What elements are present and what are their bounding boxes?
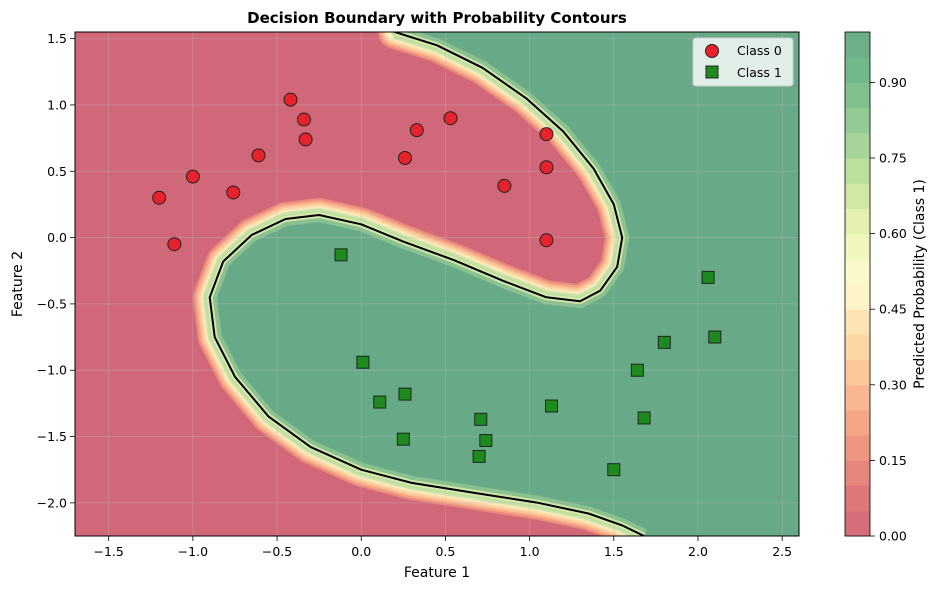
y-tick-label-0: −2.0 (37, 495, 67, 510)
y-tick-label-4: 0.0 (47, 230, 67, 245)
point-class-1-4 (396, 432, 410, 446)
point-class-1-7 (472, 449, 486, 463)
colorbar-frame (844, 31, 871, 537)
y-axis-label: Feature 2 (10, 251, 26, 317)
point-class-0-4 (251, 148, 266, 163)
legend-marker-class-1 (705, 65, 719, 79)
point-class-1-2 (373, 395, 387, 409)
colorbar-band-16 (845, 107, 870, 134)
y-tick-label-1: −1.5 (37, 429, 67, 444)
colorbar-band-17 (845, 82, 870, 109)
x-tick-label-6: 1.5 (604, 544, 624, 559)
y-tick-label-2: −1.0 (37, 363, 67, 378)
x-tick-label-0: −1.5 (93, 544, 123, 559)
colorbar-tick-label-0: 0.00 (879, 529, 907, 544)
point-class-0-6 (296, 112, 311, 127)
x-tick-label-4: 0.5 (435, 544, 455, 559)
colorbar-band-3 (845, 435, 870, 461)
colorbar-band-11 (845, 233, 870, 260)
legend: Class 0 Class 1 (692, 37, 794, 87)
colorbar-tick-label-2: 0.30 (879, 377, 907, 392)
colorbar-tick-label-5: 0.75 (879, 151, 907, 166)
point-class-0-14 (539, 233, 554, 248)
colorbar-tick-label-3: 0.45 (879, 302, 907, 317)
point-class-0-8 (398, 151, 413, 165)
point-class-0-3 (226, 185, 241, 200)
x-tick-label-3: 0.0 (351, 544, 371, 559)
y-tick-label-5: 0.5 (47, 164, 67, 179)
decision-boundary (208, 32, 645, 536)
y-tick-label-6: 1.0 (47, 97, 67, 112)
colorbar-band-13 (845, 183, 870, 209)
point-class-1-10 (630, 363, 644, 377)
decision-boundary-line (208, 32, 645, 536)
y-axis-ticks: −2.0 −1.5 −1.0 −0.5 0.0 0.5 1.0 1.5 (37, 31, 75, 510)
point-class-0-7 (298, 132, 313, 147)
chart-title: Decision Boundary with Probability Conto… (247, 9, 627, 27)
point-class-0-11 (497, 178, 512, 193)
x-tick-label-5: 1.0 (520, 544, 540, 559)
colorbar-band-5 (845, 384, 870, 411)
point-class-0-9 (409, 123, 424, 138)
colorbar-band-8 (845, 309, 870, 335)
colorbar-tick-label-1: 0.15 (879, 453, 907, 468)
colorbar: 0.00 0.15 0.30 0.45 0.60 0.75 0.90 Predicted P… (844, 31, 928, 544)
colorbar-band-4 (845, 410, 870, 436)
point-class-1-9 (607, 463, 621, 477)
point-class-0-2 (185, 169, 200, 184)
colorbar-tick-label-4: 0.60 (879, 226, 907, 241)
point-class-1-3 (398, 387, 412, 401)
colorbar-band-1 (845, 485, 870, 512)
point-class-1-14 (708, 330, 722, 344)
colorbar-band-0 (845, 510, 870, 537)
point-class-0-0 (152, 190, 167, 205)
plot-frame (74, 31, 800, 537)
point-class-1-6 (479, 434, 493, 448)
scatter-points (152, 92, 722, 477)
point-class-0-12 (539, 127, 554, 142)
point-class-1-11 (637, 411, 651, 425)
colorbar-band-15 (845, 132, 870, 159)
colorbar-band-2 (845, 460, 870, 487)
x-tick-label-1: −1.0 (178, 544, 208, 559)
plot-area (74, 31, 800, 537)
colorbar-band-10 (845, 258, 870, 285)
colorbar-band-7 (845, 334, 870, 361)
colorbar-band-9 (845, 284, 870, 310)
colorbar-bands (845, 32, 870, 537)
point-class-0-5 (283, 92, 298, 107)
x-tick-label-7: 2.0 (688, 544, 708, 559)
colorbar-band-6 (845, 359, 870, 386)
point-class-1-13 (701, 270, 715, 284)
grid-lines (75, 32, 799, 536)
legend-label-class-1: Class 1 (737, 65, 782, 80)
point-class-1-5 (474, 412, 488, 426)
legend-marker-class-0 (705, 44, 719, 58)
colorbar-tick-label-6: 0.90 (879, 75, 907, 90)
x-axis-ticks: −1.5 −1.0 −0.5 0.0 0.5 1.0 1.5 2.0 2.5 (93, 536, 792, 559)
point-class-1-8 (544, 399, 558, 413)
point-class-0-13 (539, 160, 554, 175)
point-class-1-12 (657, 335, 671, 349)
x-axis-label: Feature 1 (404, 565, 470, 581)
point-class-1-0 (334, 248, 348, 262)
y-tick-label-3: −0.5 (37, 296, 67, 311)
point-class-0-1 (167, 237, 182, 252)
colorbar-band-12 (845, 208, 870, 235)
point-class-1-1 (356, 355, 370, 369)
colorbar-label: Predicted Probability (Class 1) (912, 179, 928, 389)
colorbar-band-14 (845, 158, 870, 184)
y-tick-label-7: 1.5 (47, 31, 67, 46)
x-tick-label-2: −0.5 (262, 544, 292, 559)
point-class-0-10 (443, 111, 458, 126)
colorbar-band-19 (845, 32, 870, 58)
x-tick-label-8: 2.5 (772, 544, 792, 559)
legend-label-class-0: Class 0 (737, 43, 782, 58)
colorbar-band-18 (845, 57, 870, 83)
colorbar-ticks: 0.00 0.15 0.30 0.45 0.60 0.75 0.90 (870, 75, 907, 544)
